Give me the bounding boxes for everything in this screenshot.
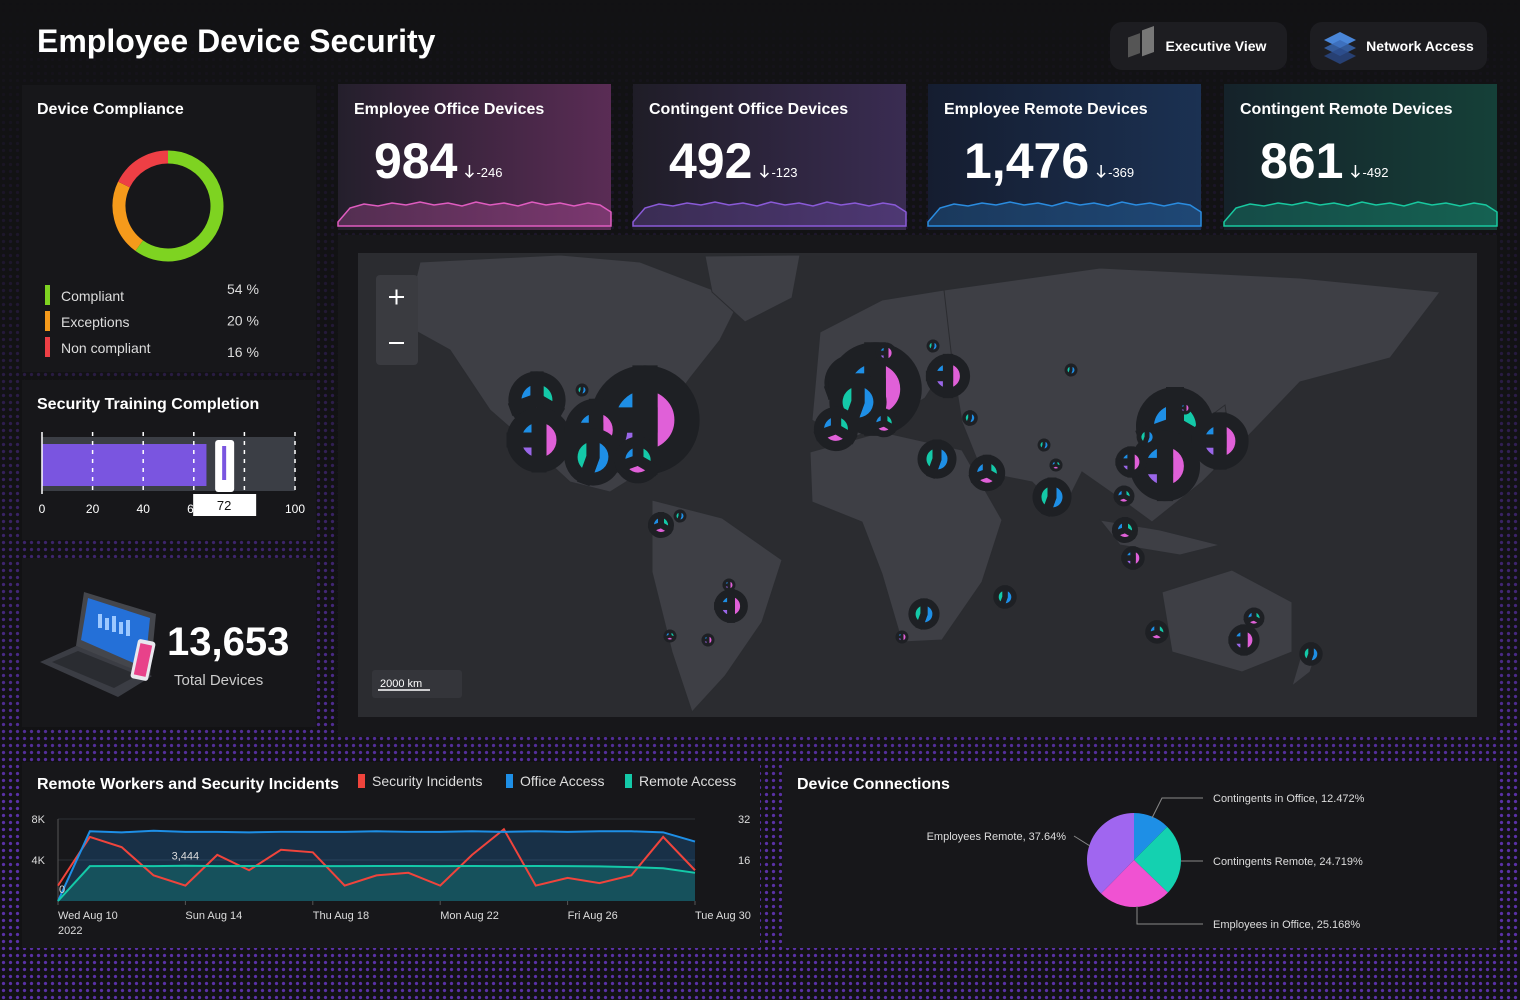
page-title: Employee Device Security [37, 23, 436, 59]
line [57, 829, 696, 902]
legend-swatch [45, 311, 50, 331]
value-label: 3,444 [172, 851, 200, 863]
y-tick-label: 8K [32, 814, 46, 826]
kpi-cards: Employee Office Devices 984 -246 Contingent… [337, 84, 1498, 230]
down-arrow [464, 165, 474, 179]
target-label-box [193, 494, 257, 516]
legend-label: Office Access [520, 773, 605, 789]
leader-line [1136, 906, 1203, 925]
target-label: 72 [217, 498, 231, 513]
slice-label: Contingents in Office, 12.472% [1213, 793, 1365, 805]
kpi-value: 861 [1260, 133, 1343, 189]
value-label: 54 % [227, 281, 259, 297]
donut-segment [118, 150, 169, 188]
button[interactable] [1110, 22, 1287, 70]
kpi-delta: -123 [771, 165, 797, 180]
value-label: 0 [59, 884, 65, 896]
x-tick-label: Thu Aug 18 [313, 910, 369, 922]
legend-label: Compliant [61, 288, 124, 304]
legend-swatch [45, 285, 50, 305]
sparkline [337, 201, 612, 227]
y-tick-label: 4K [32, 855, 46, 867]
button[interactable] [1310, 22, 1487, 70]
panel-title: Device Connections [797, 776, 950, 793]
down-arrow [1350, 165, 1360, 179]
legend-swatch [358, 774, 365, 788]
kpi-title: Employee Office Devices [354, 101, 544, 118]
kpi-delta: -369 [1108, 165, 1134, 180]
value-label: 16 % [227, 344, 259, 360]
kpi-title: Employee Remote Devices [944, 101, 1148, 118]
donut-segment [112, 181, 144, 251]
area [58, 865, 695, 901]
pie-slice [1134, 813, 1168, 860]
x-tick-label: Mon Aug 22 [440, 910, 499, 922]
leader-line [1073, 835, 1091, 847]
sparkline [927, 201, 1202, 227]
legend-label: Non compliant [61, 340, 151, 356]
line [57, 827, 696, 887]
sparkline [1223, 201, 1498, 227]
legend-label: Exceptions [61, 314, 129, 330]
panel [22, 558, 316, 727]
kpi-value: 492 [669, 133, 752, 189]
line [57, 864, 696, 902]
map [358, 253, 1477, 717]
button-label: Network Access [1366, 38, 1474, 54]
sparkline [632, 201, 907, 227]
kpi-value: 1,476 [964, 133, 1089, 189]
panel [22, 85, 316, 372]
total-value: 13,653 [167, 620, 289, 664]
legend-label: Remote Access [639, 773, 736, 789]
panel [22, 762, 760, 948]
slice-label: Employees Remote, 37.64% [927, 831, 1067, 843]
total-label: Total Devices [174, 672, 263, 689]
pie-slice [1087, 813, 1134, 894]
legend-swatch [45, 337, 50, 357]
map-scale: 2000 km [380, 678, 422, 690]
down-arrow [1096, 165, 1106, 179]
button-icon [1128, 25, 1154, 58]
donut-segment [135, 150, 224, 262]
panel-title: Remote Workers and Security Incidents [37, 776, 339, 793]
button-label: Executive View [1166, 38, 1267, 54]
kpi-delta: -492 [1362, 165, 1388, 180]
button-icon [1324, 32, 1356, 64]
x-tick-label: Tue Aug 30 [695, 910, 751, 922]
slice-label: Contingents Remote, 24.719% [1213, 856, 1363, 868]
x-tick-label: Wed Aug 10 2022 [58, 910, 118, 937]
laptop-icon [40, 592, 156, 697]
kpi-delta: -246 [476, 165, 502, 180]
pie-slice [1101, 860, 1168, 907]
zoom-control[interactable] [376, 275, 418, 365]
panel-title: Device Compliance [37, 101, 184, 118]
pie-slice [1134, 826, 1181, 893]
bullet-bar [42, 444, 207, 486]
y2-tick-label: 16 [738, 855, 750, 867]
leader-line [1151, 797, 1203, 819]
legend-label: Security Incidents [372, 773, 483, 789]
y2-tick-label: 32 [738, 814, 750, 826]
panel-title: Security Training Completion [37, 396, 259, 413]
x-tick-label: Sun Aug 14 [185, 910, 242, 922]
legend-swatch [506, 774, 513, 788]
down-arrow [759, 165, 769, 179]
x-tick-label: 0 [39, 502, 46, 516]
x-tick-label: 40 [137, 502, 151, 516]
x-tick-label: 100 [285, 502, 305, 516]
x-tick-label: Fri Aug 26 [568, 910, 618, 922]
kpi-title: Contingent Remote Devices [1240, 101, 1453, 118]
slice-label: Employees in Office, 25.168% [1213, 919, 1360, 931]
x-tick-label: 20 [86, 502, 100, 516]
kpi-value: 984 [374, 133, 458, 189]
value-label: 20 % [227, 313, 259, 329]
kpi-title: Contingent Office Devices [649, 101, 848, 118]
legend-swatch [625, 774, 632, 788]
